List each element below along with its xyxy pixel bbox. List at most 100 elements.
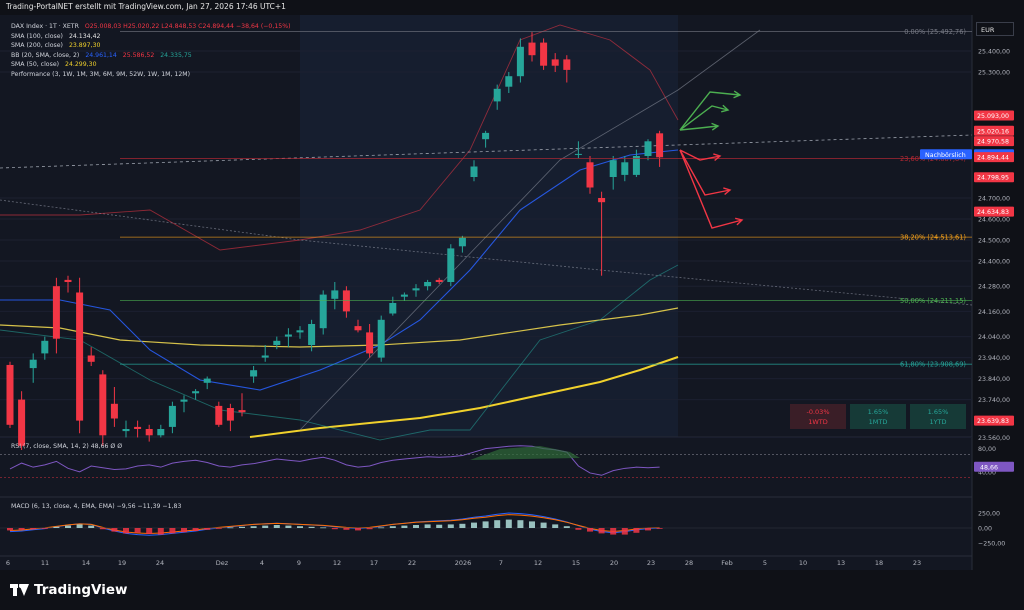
- perf-1mtd-label: 1MTD: [868, 418, 888, 426]
- performance-label: Performance (3, 1W, 1M, 3M, 6M, 9M, 52W,…: [11, 70, 191, 78]
- macd-hist-bar: [134, 528, 141, 533]
- symbol-row[interactable]: DAX Index · 1T · XETR O25.008,03 H25.020…: [11, 22, 291, 32]
- macd-hist-bar: [389, 526, 396, 528]
- candle-body: [64, 279, 72, 282]
- arrow-bull-3: [679, 125, 719, 131]
- arrow-bear-1: [679, 149, 721, 161]
- macd-signal-line: [9, 514, 660, 535]
- candle-body: [296, 330, 304, 333]
- macd-hist-bar: [587, 528, 593, 532]
- price-tag-label-6: 24.634,83: [977, 209, 1009, 216]
- candle-body: [493, 88, 501, 102]
- attribution-header: Trading-PortalNET erstellt mit TradingVi…: [6, 2, 286, 11]
- indicator-legend: DAX Index · 1T · XETR O25.008,03 H25.020…: [11, 22, 291, 80]
- arrow-bear-3: [679, 149, 743, 229]
- macd-hist-bar: [7, 528, 13, 531]
- candle-body: [52, 286, 60, 339]
- candle-body: [412, 288, 420, 291]
- macd-hist-bar: [413, 525, 419, 528]
- price-tag-label-5: 24.798,95: [977, 175, 1009, 182]
- y-tick-label: 25.400,00: [978, 49, 1010, 56]
- candle-body: [145, 429, 153, 436]
- macd-hist-bar: [285, 525, 292, 528]
- candle-body: [354, 326, 362, 331]
- candle-body: [226, 408, 234, 421]
- price-tag-label-0: 25.093,00: [977, 113, 1009, 120]
- macd-hist-bar: [517, 520, 524, 528]
- highlight-zone: [300, 15, 678, 437]
- macd-hist-bar: [111, 528, 118, 532]
- price-tag-label-2: 24.970,58: [977, 139, 1009, 146]
- macd-hist-bar: [250, 526, 257, 528]
- candle-body: [598, 198, 606, 203]
- candle-body: [458, 237, 466, 247]
- rsi-overbought-fill: [470, 446, 580, 460]
- currency-selector[interactable]: EUR: [976, 22, 1014, 36]
- macd-hist-bar: [563, 526, 570, 528]
- rsi-value-label: 48,66: [980, 464, 998, 471]
- grid-lines: [0, 15, 973, 570]
- arrow-bull-2-head: [721, 104, 730, 113]
- x-tick-label: 12: [333, 559, 341, 567]
- perf-box-1ytd: 1.65% 1YTD: [910, 404, 966, 429]
- tradingview-logo-text: TradingView: [34, 582, 128, 598]
- sma100-value: 24.134,42: [68, 32, 101, 40]
- sma50-row[interactable]: SMA (50, close) 24.299,30: [11, 60, 291, 70]
- sma100-row[interactable]: SMA (100, close) 24.134,42: [11, 32, 291, 42]
- arrow-bull-3-head: [711, 122, 720, 131]
- y-tick-label: 24.040,00: [978, 334, 1010, 341]
- rsi-legend[interactable]: RSI (7, close, SMA, 14, 2) 48,66 Ø Ø: [11, 443, 123, 450]
- macd-hist-bar: [355, 528, 361, 531]
- y-tick-label: 23.940,00: [978, 355, 1010, 362]
- macd-hist-bar: [297, 526, 303, 528]
- macd-hist-bar: [494, 520, 501, 528]
- price-tag-label-7: 23.639,83: [977, 418, 1009, 425]
- x-tick-label: 28: [685, 559, 693, 567]
- price-tag-0: [974, 110, 1014, 121]
- macd-hist-bar: [53, 526, 60, 528]
- sma200-line: [249, 356, 679, 438]
- candle-body: [76, 292, 84, 421]
- candle-body: [424, 282, 432, 287]
- macd-tick-250: 250,00: [978, 511, 1000, 518]
- x-tick-label: Dez: [216, 559, 229, 567]
- price-axis[interactable]: 25.400,00 25.300,00 24.700,00 24.600,00 24.5…: [920, 49, 1014, 442]
- sma200-row[interactable]: SMA (200, close) 23.897,30: [11, 41, 291, 51]
- macd-legend[interactable]: MACD (6, 13, close, 4, EMA, EMA) −9,56 −…: [11, 503, 182, 510]
- fib-label-3: 50,00% (24.211,15): [900, 297, 966, 305]
- arrow-bear-2: [679, 149, 731, 196]
- price-tag-4: [974, 152, 1014, 163]
- macd-hist-bar: [598, 528, 605, 534]
- macd-hist-bar: [447, 524, 454, 528]
- candle-body: [134, 426, 142, 429]
- time-axis[interactable]: 6 11 14 19 24 Dez 4 9 12 17 22 2026 7 12 15 20 23 28 Feb 5 1…: [6, 559, 921, 567]
- nachboerslich-tag: [920, 149, 972, 160]
- x-tick-label: 2026: [455, 559, 472, 567]
- scenario-arrows: [679, 90, 744, 229]
- macd-hist-bar: [633, 528, 640, 533]
- x-tick-label: 22: [408, 559, 416, 567]
- price-tag-7: [974, 415, 1014, 426]
- tradingview-logo[interactable]: TradingView: [10, 582, 128, 598]
- macd-hist-bar: [123, 528, 129, 534]
- macd-hist-bar: [320, 527, 327, 529]
- macd-hist-bar: [308, 526, 315, 528]
- x-tick-label: Feb: [721, 559, 733, 567]
- candle-body: [319, 294, 327, 329]
- candle-body: [203, 378, 211, 383]
- macd-hist-bar: [529, 521, 535, 528]
- macd-hist-bar: [656, 528, 663, 529]
- macd-hist-bar: [99, 528, 106, 530]
- candle-body: [586, 162, 594, 188]
- macd-tick-0: 0,00: [978, 526, 992, 533]
- x-tick-label: 11: [41, 559, 49, 567]
- y-tick-label: 25.300,00: [978, 70, 1010, 77]
- candle-body: [574, 153, 582, 155]
- x-tick-label: 24: [156, 559, 164, 567]
- x-tick-label: 12: [534, 559, 542, 567]
- bb-row[interactable]: BB (20, SMA, close, 2) 24.961,14 25.586,…: [11, 51, 291, 61]
- performance-row[interactable]: Performance (3, 1W, 1M, 3M, 6M, 9M, 52W,…: [11, 70, 291, 80]
- candle-body: [192, 391, 200, 394]
- candle-body: [632, 156, 640, 175]
